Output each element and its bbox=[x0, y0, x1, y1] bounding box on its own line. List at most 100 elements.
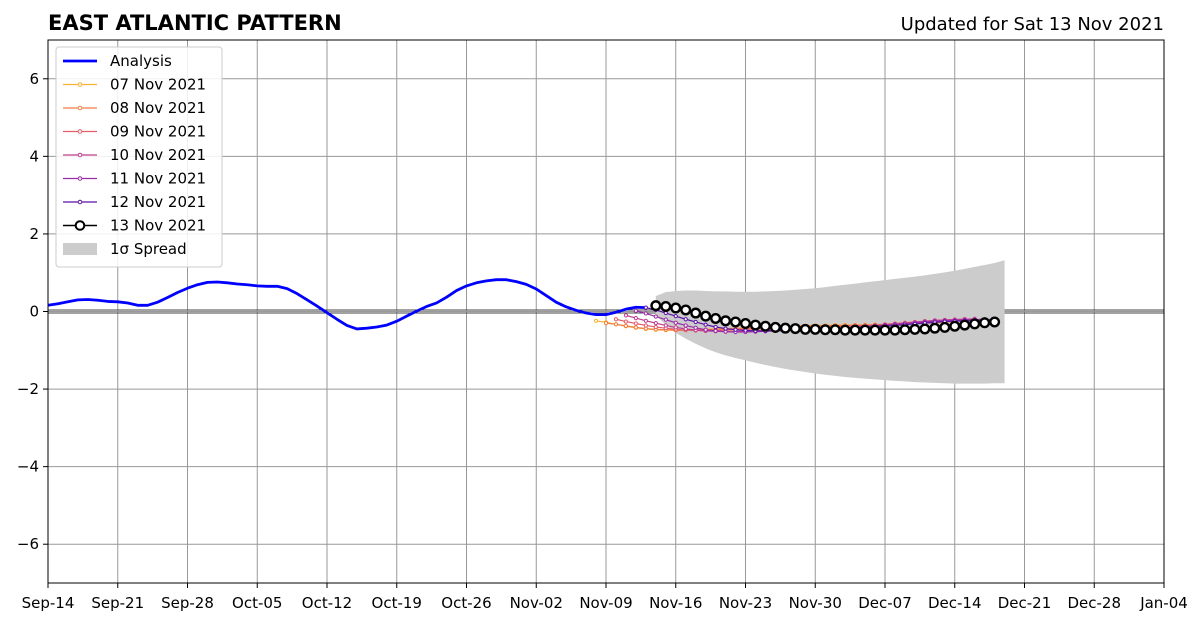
forecast-point bbox=[633, 315, 638, 321]
forecast-point bbox=[809, 323, 821, 335]
legend-swatch-marker bbox=[77, 176, 83, 181]
forecast-point bbox=[703, 322, 708, 327]
forecast-point bbox=[733, 327, 738, 332]
legend-swatch-spread bbox=[63, 243, 97, 255]
forecast-point bbox=[670, 302, 682, 314]
forecast-point bbox=[743, 328, 748, 333]
analysis-series bbox=[47, 278, 646, 331]
forecast-point bbox=[710, 312, 722, 324]
x-tick-label: Dec-28 bbox=[1067, 594, 1121, 612]
x-tick-label: Oct-26 bbox=[441, 594, 491, 612]
forecast-point bbox=[959, 319, 971, 331]
chart-subtitle: Updated for Sat 13 Nov 2021 bbox=[901, 14, 1164, 35]
forecast-point bbox=[899, 324, 911, 336]
legend-swatch-marker bbox=[74, 220, 86, 231]
spread-area bbox=[655, 260, 1005, 384]
forecast-point bbox=[939, 321, 951, 333]
forecast-point bbox=[613, 317, 619, 322]
x-tick-label: Sep-21 bbox=[91, 594, 144, 612]
forecast-point bbox=[969, 318, 981, 330]
forecast-point bbox=[889, 324, 901, 336]
forecast-point bbox=[740, 318, 752, 330]
forecast-point bbox=[723, 326, 728, 331]
forecast-point bbox=[673, 314, 678, 319]
forecast-point bbox=[603, 321, 609, 326]
forecast-point bbox=[730, 316, 742, 328]
forecast-point bbox=[633, 325, 638, 330]
forecast-point bbox=[633, 308, 638, 313]
x-tick-label: Nov-23 bbox=[719, 594, 772, 612]
legend-label: 13 Nov 2021 bbox=[110, 217, 206, 235]
x-tick-label: Nov-16 bbox=[649, 594, 702, 612]
forecast-point bbox=[693, 319, 698, 325]
forecast-point bbox=[683, 317, 688, 322]
x-tick-label: Nov-30 bbox=[789, 594, 842, 612]
forecast-point bbox=[693, 325, 698, 330]
forecast-point bbox=[749, 319, 761, 331]
forecast-point bbox=[779, 322, 791, 334]
forecast-point bbox=[929, 322, 941, 334]
forecast-point bbox=[623, 323, 629, 328]
legend-label: 1σ Spread bbox=[110, 240, 187, 258]
forecast-point bbox=[720, 315, 732, 327]
forecast-series-13-nov-2021 bbox=[650, 300, 1001, 336]
legend-label: 08 Nov 2021 bbox=[110, 99, 206, 117]
forecast-point bbox=[869, 324, 881, 336]
forecast-point bbox=[650, 300, 662, 312]
forecast-point bbox=[949, 320, 961, 332]
y-tick-label: 6 bbox=[29, 70, 39, 88]
forecast-point bbox=[643, 318, 648, 323]
forecast-point bbox=[799, 323, 811, 335]
forecast-point bbox=[759, 320, 771, 332]
y-tick-label: −4 bbox=[17, 458, 39, 476]
y-tick-label: 2 bbox=[29, 225, 39, 243]
forecast-point bbox=[829, 324, 841, 336]
x-tick-label: Dec-21 bbox=[998, 594, 1052, 612]
forecast-point bbox=[673, 320, 678, 325]
forecast-point bbox=[673, 325, 678, 330]
x-tick-label: Jan-04 bbox=[1139, 594, 1188, 612]
legend-label: 11 Nov 2021 bbox=[110, 170, 206, 188]
legend-label: 10 Nov 2021 bbox=[110, 146, 206, 164]
legend-label: 09 Nov 2021 bbox=[110, 123, 206, 141]
forecast-point bbox=[613, 322, 619, 327]
forecast-point bbox=[683, 323, 688, 328]
forecast-point bbox=[623, 319, 629, 324]
legend-label: 07 Nov 2021 bbox=[110, 76, 206, 94]
legend-swatch-marker bbox=[77, 199, 83, 205]
y-tick-label: 4 bbox=[29, 147, 39, 165]
x-tick-label: Nov-02 bbox=[510, 594, 563, 612]
forecast-point bbox=[633, 321, 638, 326]
forecast-point bbox=[839, 324, 851, 336]
forecast-point bbox=[643, 305, 648, 310]
x-tick-label: Dec-07 bbox=[858, 594, 912, 612]
legend-label: Analysis bbox=[110, 52, 172, 70]
forecast-point bbox=[653, 321, 658, 326]
forecast-point bbox=[700, 310, 712, 322]
y-axis: −6 −4 −2 0 2 4 6 bbox=[17, 70, 48, 553]
x-tick-label: Oct-05 bbox=[232, 594, 282, 612]
forecast-point bbox=[683, 326, 688, 332]
forecast-point bbox=[849, 324, 861, 336]
x-tick-label: Nov-09 bbox=[579, 594, 632, 612]
y-tick-label: 0 bbox=[29, 303, 39, 321]
forecast-point bbox=[909, 323, 921, 335]
forecast-point bbox=[989, 316, 1001, 328]
spread-band bbox=[655, 260, 1005, 384]
forecast-point bbox=[660, 300, 672, 312]
forecast-point bbox=[919, 323, 931, 335]
analysis-line bbox=[47, 278, 646, 331]
legend-box bbox=[55, 46, 223, 268]
forecast-point bbox=[769, 321, 781, 333]
forecast-point bbox=[979, 317, 991, 329]
forecast-point bbox=[643, 323, 648, 328]
forecast-point bbox=[713, 328, 718, 333]
forecast-point bbox=[653, 314, 658, 319]
forecast-point bbox=[663, 323, 668, 328]
x-axis: Sep-14 Sep-21 Sep-28 Oct-05 Oct-12 Oct-19 Oct-… bbox=[22, 583, 1188, 612]
x-tick-label: Oct-12 bbox=[302, 594, 352, 612]
legend-swatch-marker bbox=[77, 129, 83, 134]
y-tick-label: −2 bbox=[17, 380, 39, 398]
chart-title: EAST ATLANTIC PATTERN bbox=[48, 11, 342, 35]
